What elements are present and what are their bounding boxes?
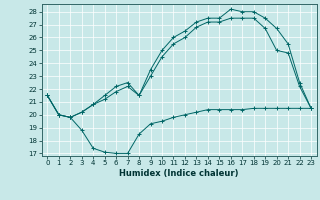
X-axis label: Humidex (Indice chaleur): Humidex (Indice chaleur) bbox=[119, 169, 239, 178]
